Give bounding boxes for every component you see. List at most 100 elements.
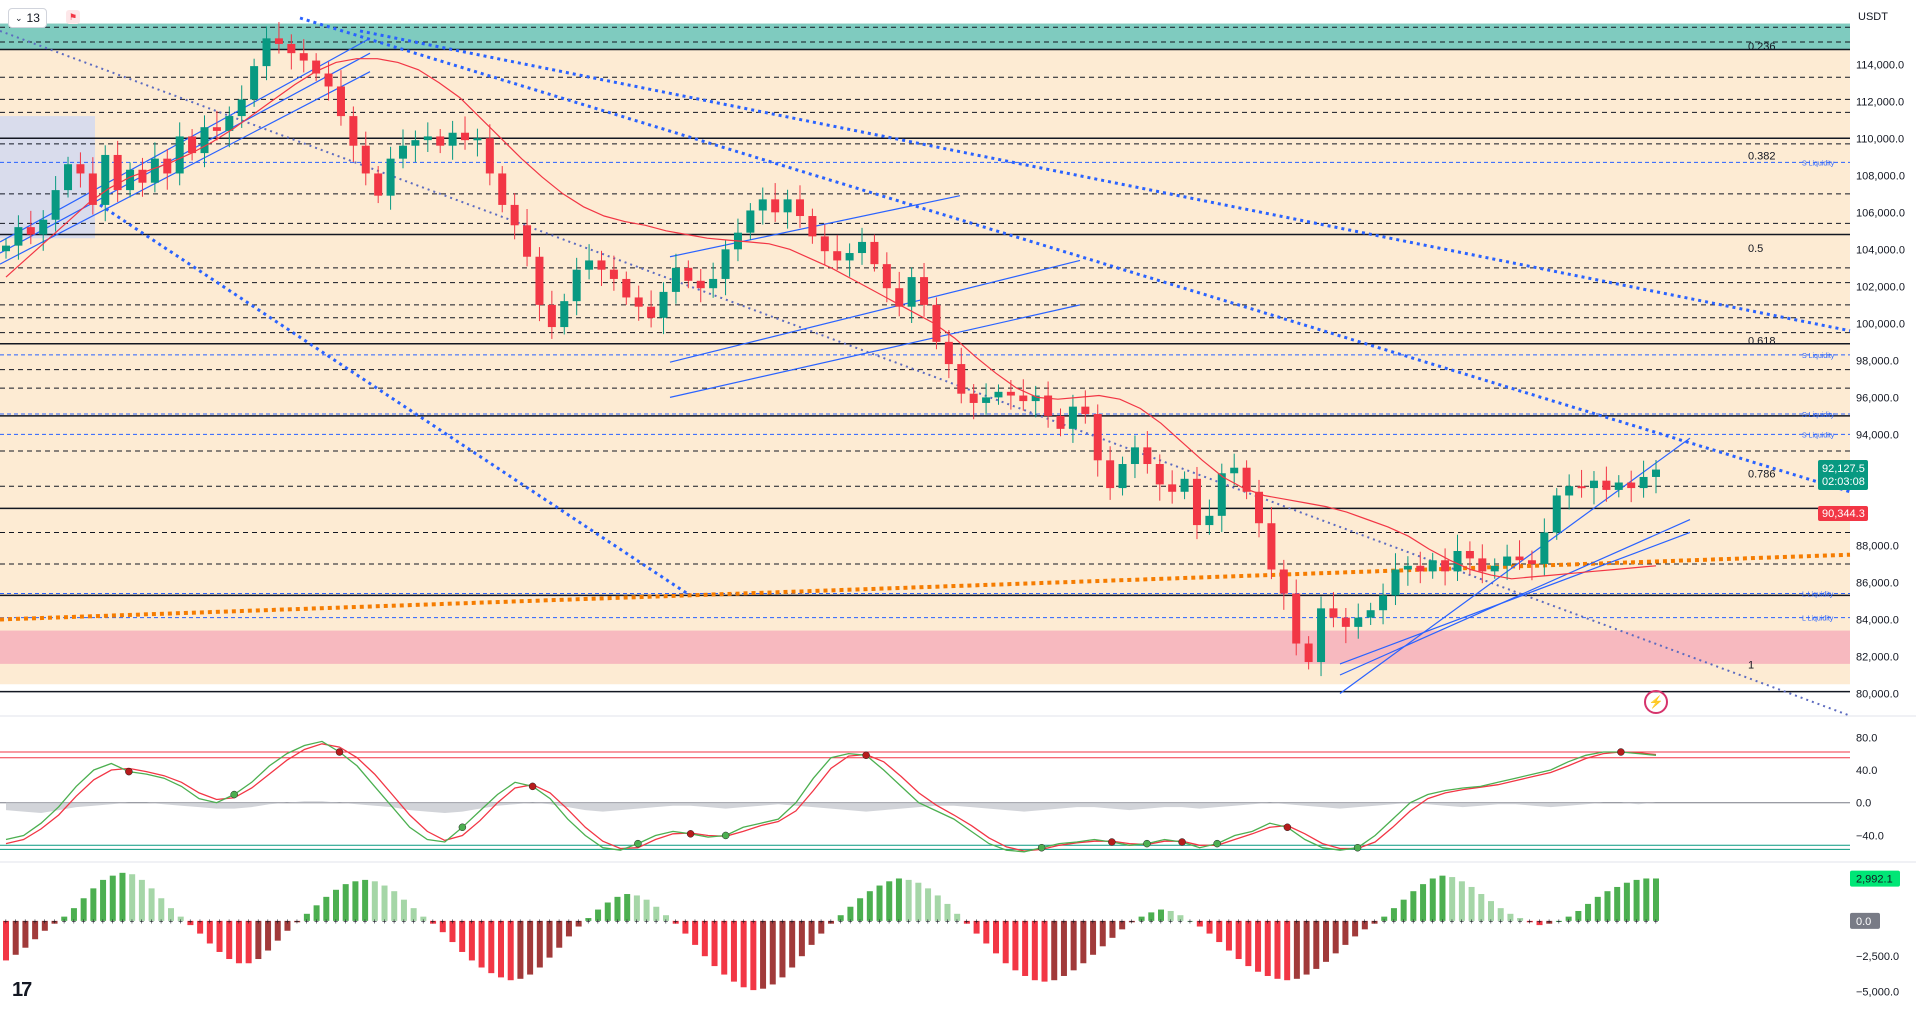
momentum-bar xyxy=(158,898,165,921)
zero-cross-mark: + xyxy=(256,917,261,926)
price-tick-label: 88,000.0 xyxy=(1856,540,1899,552)
zero-cross-mark: + xyxy=(1168,917,1173,926)
zero-cross-mark: + xyxy=(586,917,591,926)
zero-cross-mark: + xyxy=(120,917,125,926)
momentum-bar xyxy=(1410,891,1417,921)
momentum-bar xyxy=(12,920,19,955)
liquidity-label: S Liquidity xyxy=(1802,353,1835,360)
zero-cross-mark: + xyxy=(1246,917,1251,926)
momentum-bar xyxy=(934,895,941,921)
alert-flag-icon[interactable]: ⚑ xyxy=(66,10,80,24)
zero-cross-mark: + xyxy=(1023,917,1028,926)
chevron-down-icon: ⌄ xyxy=(15,12,23,23)
candle-body xyxy=(547,304,556,328)
momentum-bar xyxy=(769,920,776,985)
interval-selector[interactable]: ⌄ 13 xyxy=(8,8,47,28)
zero-cross-mark: + xyxy=(518,917,523,926)
candle-body xyxy=(622,278,631,298)
zero-cross-mark: + xyxy=(372,917,377,926)
candle-body xyxy=(1652,469,1660,477)
candle-body xyxy=(746,210,755,233)
momentum-bar xyxy=(682,920,689,934)
candle-body xyxy=(597,260,606,270)
candle-body xyxy=(113,154,122,191)
oscillator-tick-label: 0.0 xyxy=(1856,798,1871,810)
price-tick-label: 108,000.0 xyxy=(1856,170,1905,182)
cross-dot xyxy=(1283,823,1292,832)
momentum-bar xyxy=(1196,920,1203,927)
zero-cross-mark: + xyxy=(945,917,950,926)
momentum-bar xyxy=(1060,920,1067,976)
candle-body xyxy=(1255,491,1264,524)
candle-body xyxy=(498,173,507,205)
zero-cross-mark: + xyxy=(1265,917,1270,926)
momentum-bar xyxy=(1604,891,1611,921)
candle-body xyxy=(758,199,767,211)
zero-cross-mark: + xyxy=(848,917,853,926)
momentum-bar xyxy=(109,875,116,921)
zero-cross-mark: + xyxy=(159,917,164,926)
zero-cross-mark: + xyxy=(1566,917,1571,926)
lightning-icon[interactable]: ⚡ xyxy=(1644,690,1668,714)
candle-body xyxy=(138,169,147,183)
momentum-bar xyxy=(1623,882,1630,921)
momentum-bar xyxy=(1371,920,1378,924)
candle-body xyxy=(1441,560,1450,572)
zero-cross-mark: + xyxy=(770,917,775,926)
cross-dot xyxy=(335,748,344,756)
momentum-bar xyxy=(1128,920,1135,923)
candle-body xyxy=(2,245,10,252)
zero-cross-mark: + xyxy=(1042,917,1047,926)
momentum-bar xyxy=(1439,875,1446,921)
momentum-bar xyxy=(1313,920,1320,969)
candle-body xyxy=(374,173,383,196)
zero-cross-mark: + xyxy=(1294,917,1299,926)
candle-body xyxy=(882,264,891,289)
demand-zone xyxy=(0,630,1850,664)
candle-body xyxy=(150,158,159,183)
momentum-bar xyxy=(663,915,669,921)
zero-cross-mark: + xyxy=(1450,917,1455,926)
momentum-bar xyxy=(1468,886,1475,921)
zero-cross-mark: + xyxy=(1032,917,1037,926)
price-tick-label: 80,000.0 xyxy=(1856,688,1899,700)
zero-cross-mark: + xyxy=(62,917,67,926)
zero-cross-mark: + xyxy=(42,917,47,926)
zero-cross-mark: + xyxy=(829,917,834,926)
momentum-bar xyxy=(886,881,893,921)
momentum-bar xyxy=(1555,920,1562,922)
momentum-bar xyxy=(1264,920,1271,976)
momentum-bar xyxy=(1158,909,1164,921)
candle-body xyxy=(535,256,544,305)
candle-body xyxy=(1639,476,1648,489)
momentum-bar xyxy=(925,888,932,921)
momentum-bar xyxy=(342,884,349,921)
zero-cross-mark: + xyxy=(576,917,581,926)
fib-label: 0.618 xyxy=(1748,335,1776,347)
momentum-bar xyxy=(1031,920,1038,981)
candle-body xyxy=(163,158,172,174)
zero-cross-mark: + xyxy=(722,917,727,926)
price-tick-label: 96,000.0 xyxy=(1856,392,1899,404)
cross-dot xyxy=(862,751,870,760)
momentum-bar xyxy=(692,920,699,945)
candle-body xyxy=(684,267,693,281)
candle-body xyxy=(473,138,482,141)
momentum-bar xyxy=(527,920,534,975)
zero-cross-mark: + xyxy=(4,917,9,926)
candle-body xyxy=(51,190,60,220)
zero-cross-mark: + xyxy=(935,917,940,926)
candle-body xyxy=(1503,556,1512,566)
fib-zone xyxy=(0,23,1850,685)
moving-average-line xyxy=(5,58,1657,580)
zero-cross-mark: + xyxy=(1624,917,1629,926)
candle-body xyxy=(1168,484,1177,492)
candle-body xyxy=(1366,610,1375,618)
momentum-bar xyxy=(847,906,854,921)
zero-cross-mark: + xyxy=(130,917,135,926)
zero-cross-mark: + xyxy=(343,917,348,926)
zero-cross-mark: + xyxy=(23,917,28,926)
candle-body xyxy=(1317,608,1326,663)
